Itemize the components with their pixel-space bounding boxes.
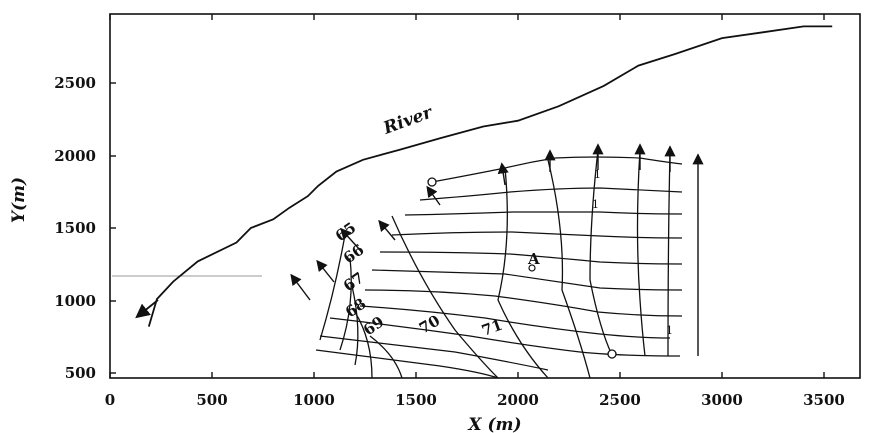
contour-line-72	[547, 159, 591, 379]
river-label: River	[380, 102, 436, 139]
contour-line-69	[369, 335, 403, 379]
flow-arrow	[378, 219, 396, 241]
stream-line	[404, 211, 683, 216]
x-tick-label: 2000	[497, 391, 539, 409]
contour-line-74	[636, 149, 646, 357]
contour-line-66	[339, 257, 352, 351]
contour-label-69: 69	[360, 313, 387, 340]
plot-frame	[109, 13, 861, 379]
flow-arrow	[316, 259, 335, 283]
stream-lines	[315, 156, 683, 379]
stream-line	[329, 317, 681, 357]
y-tick-label: 1000	[54, 292, 96, 310]
stream-line	[391, 231, 683, 239]
flow-arrows	[290, 143, 704, 356]
y-tick-label: 500	[65, 364, 96, 382]
marker-label: 1	[666, 324, 673, 337]
flow-arrow	[497, 162, 509, 186]
point-a-label: A	[527, 250, 540, 268]
contour-line-67	[351, 285, 359, 366]
x-tick-label: 0	[105, 391, 115, 409]
stream-line	[364, 289, 683, 317]
flow-arrow	[340, 227, 361, 251]
x-tick-label: 3500	[803, 391, 845, 409]
left-ticks	[110, 82, 116, 374]
x-tick-label: 500	[196, 391, 227, 409]
stream-line	[379, 251, 683, 265]
equipotential-lines	[319, 149, 671, 379]
well-marker	[427, 177, 437, 187]
x-tick-label: 1000	[293, 391, 335, 409]
well-marker	[607, 349, 617, 359]
stream-line	[419, 187, 683, 201]
contour-label-70: 70	[416, 311, 443, 337]
top-ticks	[109, 14, 825, 20]
x-tick-label: 2500	[599, 391, 641, 409]
y-tick-label: 1500	[54, 219, 96, 237]
x-tick-labels: 0 500 1000 1500 2000 2500 3000 3500	[105, 391, 845, 409]
stream-line	[319, 335, 549, 371]
stream-line	[431, 156, 683, 183]
contour-label-66: 66	[340, 241, 367, 268]
x-tick-label: 1500	[395, 391, 437, 409]
flow-arrow	[426, 185, 441, 206]
bottom-ticks	[109, 372, 825, 378]
contour-label-68: 68	[342, 295, 369, 322]
marker-label: 1	[594, 168, 601, 181]
y-tick-labels: 500 1000 1500 2000 2500	[54, 74, 96, 382]
contour-label-71: 71	[479, 316, 505, 340]
river-line	[147, 25, 833, 327]
y-tick-label: 2000	[54, 147, 96, 165]
contour-line-71	[497, 167, 549, 379]
well-marker	[528, 264, 536, 272]
contour-line-68	[354, 311, 373, 379]
marker-label: 1	[592, 198, 599, 211]
flow-arrow	[290, 273, 311, 301]
contour-line-75	[667, 151, 671, 357]
x-axis-label: X (m)	[467, 415, 521, 433]
contour-line-65	[319, 234, 346, 341]
y-tick-label: 2500	[54, 74, 96, 92]
y-axis-label: Y(m)	[9, 177, 29, 223]
stream-line	[371, 269, 683, 291]
contour-line-70	[391, 215, 499, 379]
stream-line	[359, 305, 671, 339]
contour-label-67: 67	[340, 269, 367, 296]
x-tick-label: 3000	[701, 391, 743, 409]
stream-line	[315, 349, 499, 379]
river-outlet-arrow	[135, 299, 159, 319]
